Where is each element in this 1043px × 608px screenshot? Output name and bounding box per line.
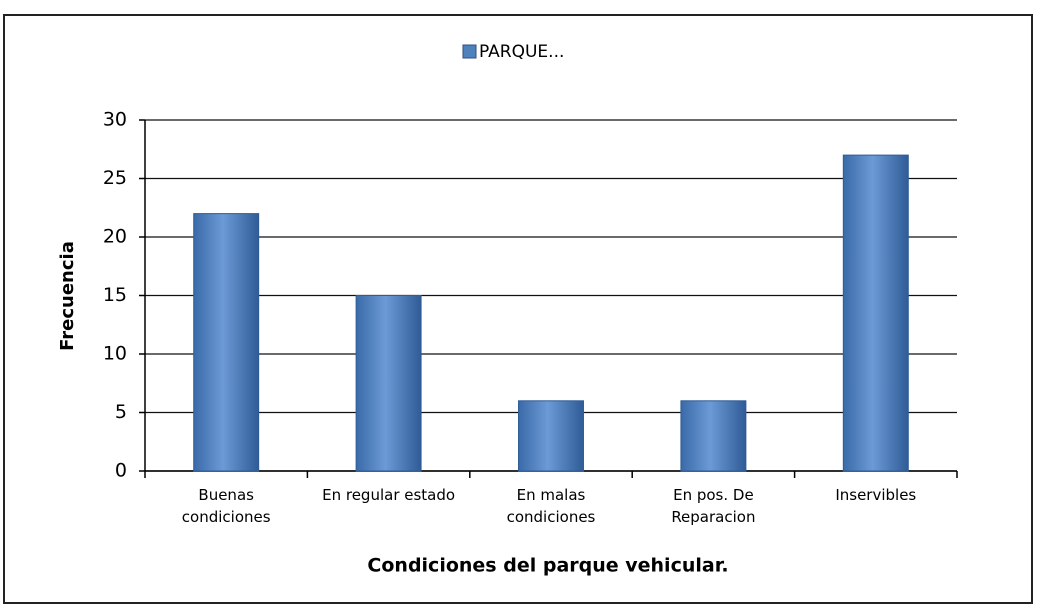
bar (680, 400, 747, 472)
y-tick-label: 0 (115, 460, 127, 482)
x-tick-label: Buenas condiciones (181, 486, 271, 526)
x-axis-title: Condiciones del parque vehicular. (367, 555, 728, 577)
legend-swatch (462, 44, 477, 59)
bar (842, 154, 909, 472)
bar (355, 295, 422, 472)
legend-label: PARQUE... (479, 42, 564, 62)
chart-frame (3, 14, 1033, 604)
x-tick-label: En regular estado (322, 486, 456, 504)
bar (518, 400, 584, 472)
x-tick-label: En pos. De Reparacion (671, 486, 756, 526)
bar (193, 213, 260, 472)
x-tick-label: En malas condiciones (506, 486, 596, 526)
y-tick-label: 30 (103, 109, 127, 131)
x-tick-label: Inservibles (835, 486, 917, 504)
y-tick-label: 15 (103, 284, 127, 306)
y-tick-label: 20 (103, 226, 127, 248)
y-tick-label: 5 (115, 401, 127, 423)
y-axis-title: Frecuencia (57, 241, 78, 351)
y-tick-label: 10 (103, 343, 127, 365)
y-tick-label: 25 (103, 167, 127, 189)
